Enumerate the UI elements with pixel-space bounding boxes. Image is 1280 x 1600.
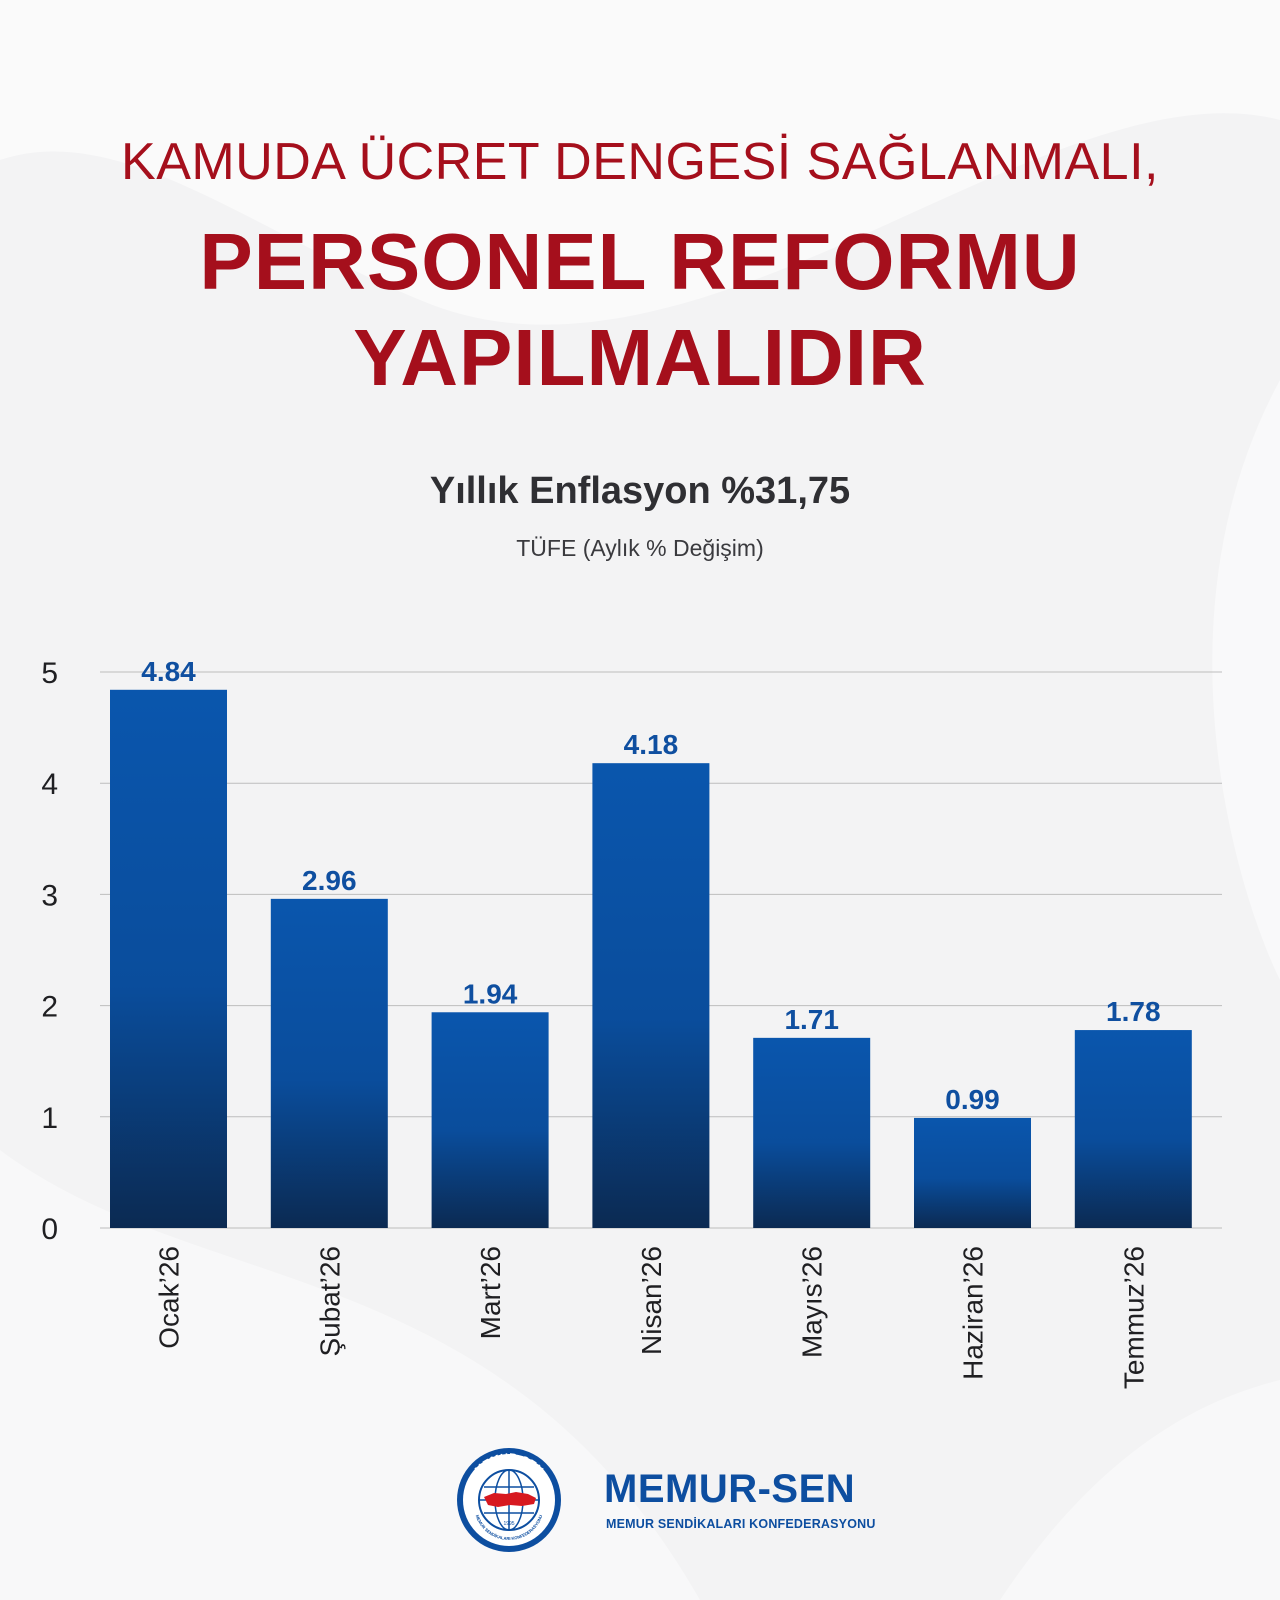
y-tick-label: 5 — [41, 657, 58, 690]
y-tick-label: 0 — [41, 1213, 58, 1246]
bar-value-label: 2.96 — [302, 865, 357, 896]
headline-line-3: YAPILMALIDIR — [353, 313, 927, 402]
chart-subtitle: TÜFE (Aylık % Değişim) — [516, 535, 764, 561]
bar-value-label: 4.84 — [141, 656, 196, 687]
brand-footer: MEMUR-SEN MEMUR SENDİKALARI KONFEDERASYO… — [454, 1445, 875, 1555]
x-category-label: Haziran’26 — [958, 1246, 989, 1380]
y-tick-label: 1 — [41, 1102, 58, 1135]
bar-6 — [1074, 1030, 1192, 1228]
y-tick-label: 4 — [41, 768, 58, 801]
y-tick-label: 3 — [41, 879, 58, 912]
x-category-label: Mart’26 — [475, 1246, 506, 1339]
bar-3 — [592, 763, 710, 1228]
brand-subtitle: MEMUR SENDİKALARI KONFEDERASYONU — [606, 1517, 876, 1531]
x-category-label: Mayıs’26 — [797, 1246, 828, 1358]
headline-line-1: KAMUDA ÜCRET DENGESİ SAĞLANMALI, — [121, 133, 1159, 191]
bar-value-label: 0.99 — [945, 1084, 1000, 1115]
bar-5 — [914, 1117, 1031, 1228]
bar-1 — [270, 898, 388, 1228]
chart-title: Yıllık Enflasyon %31,75 — [429, 470, 851, 512]
x-category-label: Nisan’26 — [636, 1246, 667, 1355]
x-category-label: Temmuz’26 — [1118, 1246, 1149, 1389]
bar-value-label: 4.18 — [624, 729, 679, 760]
brand-name: MEMUR-SEN — [604, 1467, 856, 1511]
headline-line-2: PERSONEL REFORMU — [199, 217, 1081, 306]
logo-year: 1995 — [503, 1521, 514, 1527]
bar-value-label: 1.71 — [784, 1004, 839, 1035]
bar-4 — [753, 1037, 871, 1228]
bar-chart: 0 1 2 3 4 5 4.84 Ocak’26 2.96 Şubat’26 1.94 Mart’2… — [41, 656, 1222, 1389]
x-category-label: Şubat’26 — [314, 1246, 345, 1357]
bar-0 — [110, 689, 227, 1228]
bar-value-label: 1.78 — [1106, 996, 1161, 1027]
y-tick-label: 2 — [41, 991, 58, 1024]
bar-2 — [431, 1012, 549, 1228]
x-category-label: Ocak’26 — [154, 1246, 185, 1349]
bar-value-label: 1.94 — [463, 978, 518, 1009]
memur-sen-logo: MEMUR-SEN MEMUR SENDİKALARI KONFEDERASYO… — [457, 1448, 561, 1552]
